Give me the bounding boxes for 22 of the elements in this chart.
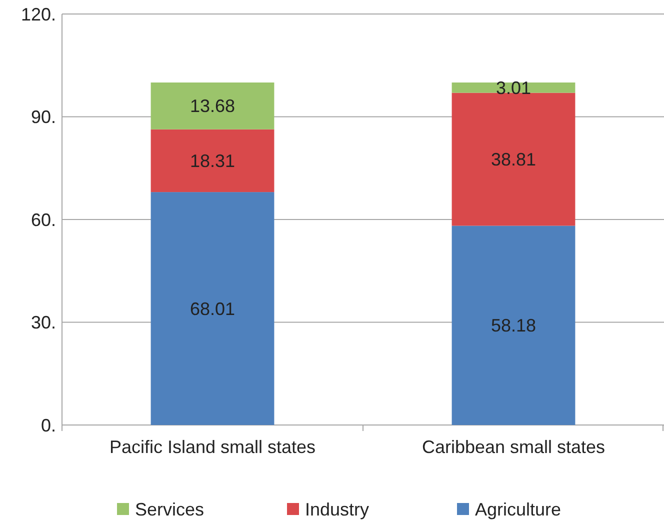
data-label: 18.31 xyxy=(190,151,236,172)
x-tick-label: Pacific Island small states xyxy=(109,437,316,457)
y-tick-label: 90. xyxy=(30,107,56,128)
bar xyxy=(452,226,576,425)
data-label: 58.18 xyxy=(490,316,536,336)
legend-label: Agriculture xyxy=(475,499,562,520)
bar xyxy=(452,82,576,93)
data-label: 68.01 xyxy=(190,298,236,319)
data-label: 13.68 xyxy=(190,96,236,116)
x-tick-label: Caribbean small states xyxy=(422,437,606,457)
y-tick-label: 60. xyxy=(30,210,56,230)
y-tick-label: 0. xyxy=(40,415,56,436)
bar xyxy=(452,92,576,226)
legend-label: Services xyxy=(135,499,204,520)
y-tick-label: 30. xyxy=(30,312,56,333)
legend-label: Industry xyxy=(305,499,370,520)
bar xyxy=(150,192,274,425)
bar xyxy=(150,129,274,192)
data-label: 38.81 xyxy=(490,150,536,170)
data-label: 3.01 xyxy=(496,78,532,98)
bar xyxy=(150,82,274,130)
y-tick-label: 120. xyxy=(20,4,56,24)
